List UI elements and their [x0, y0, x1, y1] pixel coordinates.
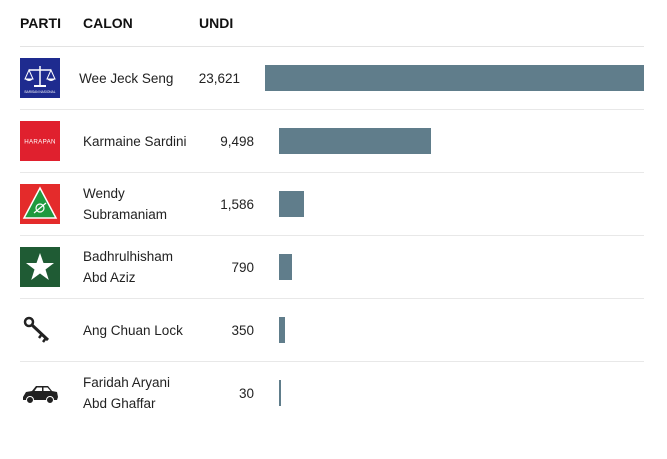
bar-track: [279, 254, 644, 280]
party-logo-cell: [20, 247, 83, 287]
bar-track: [279, 191, 644, 217]
psm-logo: [20, 184, 60, 224]
table-row: BARISAN NASIONAL Wee Jeck Seng 23,621: [20, 47, 644, 110]
vote-count: 23,621: [198, 70, 240, 86]
header-parti: PARTI: [20, 15, 61, 31]
vote-count: 350: [231, 322, 254, 338]
vote-count: 30: [238, 385, 254, 401]
bar-track: [279, 317, 644, 343]
candidate-name: Karmaine Sardini: [83, 133, 187, 149]
table-row: Badhrulhisham Abd Aziz 790: [20, 236, 644, 299]
vote-bar: [279, 254, 292, 280]
candidate-name: Faridah Aryani Abd Ghaffar: [83, 375, 171, 411]
vote-bar: [279, 380, 281, 406]
barisan-nasional-logo: BARISAN NASIONAL: [20, 58, 60, 98]
vote-bar: [265, 65, 644, 91]
key-icon: [23, 316, 50, 343]
party-logo-cell: HARAPAN: [20, 121, 83, 161]
table-row: HARAPAN Karmaine Sardini 9,498: [20, 110, 644, 173]
party-logo-cell: BARISAN NASIONAL: [20, 58, 79, 98]
table-row: Wendy Subramaniam 1,586: [20, 173, 644, 236]
vote-bar: [279, 317, 285, 343]
party-logo-cell: [20, 184, 83, 224]
header-undi: UNDI: [199, 15, 234, 31]
table-header: PARTI CALON UNDI: [20, 0, 644, 47]
party-logo-cell: [20, 310, 83, 350]
vote-count: 790: [231, 259, 254, 275]
candidate-name: Wee Jeck Seng: [79, 70, 174, 86]
pakatan-harapan-logo: HARAPAN: [20, 121, 60, 161]
vote-count: 1,586: [220, 196, 254, 212]
car-icon: [23, 386, 58, 404]
candidate-name: Ang Chuan Lock: [83, 322, 183, 338]
candidate-name: Wendy Subramaniam: [83, 186, 168, 222]
logo-text: HARAPAN: [24, 139, 56, 146]
vote-count: 9,498: [220, 133, 254, 149]
vote-bar: [279, 128, 431, 154]
logo-text: BARISAN NASIONAL: [25, 90, 56, 94]
vote-bar: [279, 191, 304, 217]
results-table: PARTI CALON UNDI BARISAN NASIONAL Wee Je…: [20, 0, 644, 424]
bar-track: [279, 128, 644, 154]
table-row: Faridah Aryani Abd Ghaffar 30: [20, 362, 644, 424]
party-logo-cell: [20, 373, 83, 413]
bar-track: [279, 380, 644, 406]
bar-track: [265, 65, 644, 91]
star-logo: [20, 247, 60, 287]
header-calon: CALON: [83, 15, 133, 31]
candidate-name: Badhrulhisham Abd Aziz: [83, 249, 174, 285]
table-row: Ang Chuan Lock 350: [20, 299, 644, 362]
